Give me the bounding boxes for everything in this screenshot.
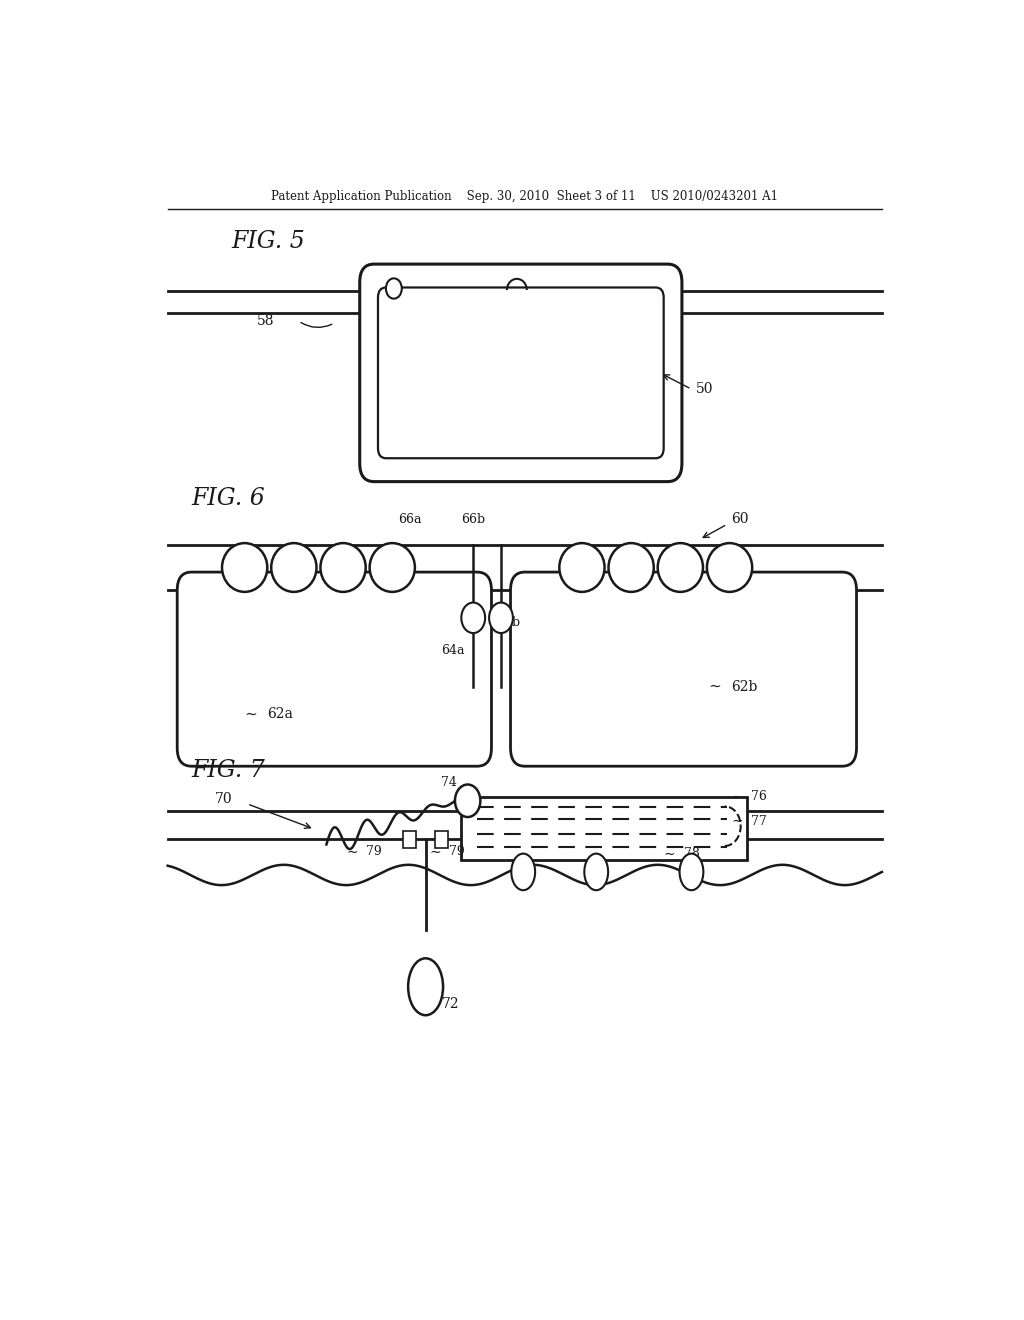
FancyBboxPatch shape (511, 572, 856, 766)
Text: 79: 79 (450, 845, 465, 858)
Text: ∼: ∼ (422, 997, 433, 1011)
Circle shape (489, 602, 513, 634)
Text: ∼: ∼ (664, 846, 676, 861)
Text: 58: 58 (257, 314, 274, 329)
Text: 64b: 64b (497, 616, 520, 630)
Text: ∼: ∼ (245, 708, 257, 721)
Text: Patent Application Publication    Sep. 30, 2010  Sheet 3 of 11    US 2010/024320: Patent Application Publication Sep. 30, … (271, 190, 778, 202)
Text: 74: 74 (441, 776, 458, 788)
Text: FIG. 6: FIG. 6 (191, 487, 265, 511)
Text: ∼: ∼ (709, 680, 722, 694)
Text: 54: 54 (390, 338, 408, 352)
Text: 70: 70 (215, 792, 232, 805)
Bar (403, 832, 416, 847)
Text: 76: 76 (751, 791, 767, 803)
Ellipse shape (222, 543, 267, 591)
Ellipse shape (409, 958, 443, 1015)
Text: 72: 72 (441, 997, 459, 1011)
Text: 62a: 62a (267, 708, 293, 721)
Bar (435, 832, 447, 847)
Text: FIG. 7: FIG. 7 (191, 759, 265, 781)
FancyBboxPatch shape (378, 288, 664, 458)
Ellipse shape (657, 543, 703, 591)
Circle shape (461, 602, 485, 634)
Text: 77: 77 (751, 814, 767, 828)
Ellipse shape (559, 543, 604, 591)
Text: 60: 60 (731, 512, 749, 527)
Text: 78: 78 (684, 847, 699, 861)
Bar (461, 797, 748, 859)
Text: ∼: ∼ (346, 845, 358, 858)
Text: ∼: ∼ (622, 440, 634, 454)
Ellipse shape (321, 543, 366, 591)
FancyBboxPatch shape (359, 264, 682, 482)
Ellipse shape (608, 543, 653, 591)
Ellipse shape (271, 543, 316, 591)
Ellipse shape (707, 543, 753, 591)
Ellipse shape (370, 543, 415, 591)
Circle shape (455, 784, 480, 817)
Ellipse shape (680, 854, 703, 890)
Text: ∼: ∼ (731, 789, 743, 804)
Text: 62b: 62b (731, 680, 758, 694)
Ellipse shape (585, 854, 608, 890)
Text: 56: 56 (489, 338, 507, 352)
Circle shape (386, 279, 401, 298)
Ellipse shape (511, 854, 536, 890)
Text: FIG. 5: FIG. 5 (231, 230, 305, 253)
Text: ∼: ∼ (731, 814, 743, 828)
Text: 79: 79 (367, 845, 382, 858)
Text: ∼: ∼ (430, 845, 441, 858)
Text: 50: 50 (695, 381, 713, 396)
FancyBboxPatch shape (177, 572, 492, 766)
Text: 66b: 66b (461, 513, 485, 527)
Text: 64a: 64a (441, 644, 465, 657)
Text: 52: 52 (644, 440, 662, 454)
Text: 66a: 66a (398, 513, 422, 527)
